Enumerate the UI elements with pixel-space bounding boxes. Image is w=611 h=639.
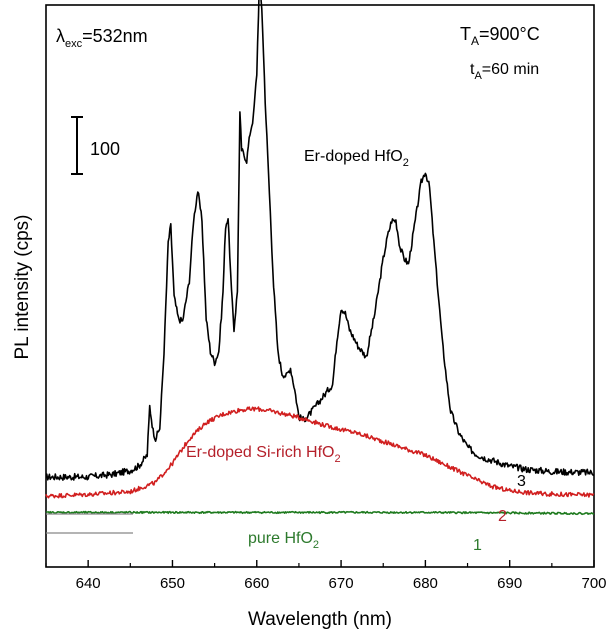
time-annotation: tA=60 min bbox=[470, 61, 539, 82]
x-tick-label: 640 bbox=[76, 575, 101, 592]
x-tick-label: 680 bbox=[413, 575, 438, 592]
temperature-annotation: TA=900°C bbox=[460, 24, 540, 48]
temperature-symbol: T bbox=[460, 24, 471, 44]
y-axis-title: PL intensity (cps) bbox=[12, 214, 33, 359]
scale-bar-label: 100 bbox=[90, 139, 120, 159]
series-line-2 bbox=[45, 406, 595, 499]
temperature-subscript: A bbox=[471, 34, 479, 48]
time-subscript: A bbox=[474, 70, 482, 82]
time-symbol: t bbox=[470, 61, 475, 78]
excitation-annotation: λexc=532nm bbox=[56, 26, 148, 50]
scale-bar: 100 bbox=[71, 116, 120, 175]
x-tick-label: 690 bbox=[497, 575, 522, 592]
excitation-subscript: exc bbox=[65, 38, 83, 50]
excitation-symbol: λ bbox=[56, 26, 65, 46]
series-label-subscript: 2 bbox=[403, 157, 409, 169]
series-label-text: Er-doped Si-rich HfO bbox=[186, 444, 335, 461]
x-axis-title: Wavelength (nm) bbox=[248, 609, 392, 630]
series-label-subscript: 2 bbox=[313, 539, 319, 551]
x-tick-label: 660 bbox=[244, 575, 269, 592]
series-line-3 bbox=[45, 0, 595, 481]
series-label-pure-hfo2: pure HfO2 bbox=[248, 530, 319, 551]
series-label-er-doped-hfo2: Er-doped HfO2 bbox=[304, 148, 409, 169]
series-label-text: Er-doped HfO bbox=[304, 148, 403, 165]
series-line-1 bbox=[45, 510, 595, 516]
series-label-subscript: 2 bbox=[335, 453, 341, 465]
curve-number-3: 3 bbox=[517, 473, 526, 490]
temperature-value: =900°C bbox=[479, 24, 540, 44]
series-layer bbox=[45, 0, 595, 516]
x-tick-label: 700 bbox=[581, 575, 606, 592]
plot-area bbox=[45, 4, 595, 568]
series-label-text: pure HfO bbox=[248, 530, 313, 547]
x-axis-ticks: 640 650 660 670 680 690 700 bbox=[45, 560, 607, 592]
curve-number-2: 2 bbox=[498, 508, 507, 525]
x-tick-label: 650 bbox=[160, 575, 185, 592]
curve-number-1: 1 bbox=[473, 537, 482, 554]
time-value: =60 min bbox=[482, 61, 539, 78]
series-label-er-doped-si-rich-hfo2: Er-doped Si-rich HfO2 bbox=[186, 444, 341, 465]
excitation-value: =532nm bbox=[82, 26, 148, 46]
x-tick-label: 670 bbox=[329, 575, 354, 592]
